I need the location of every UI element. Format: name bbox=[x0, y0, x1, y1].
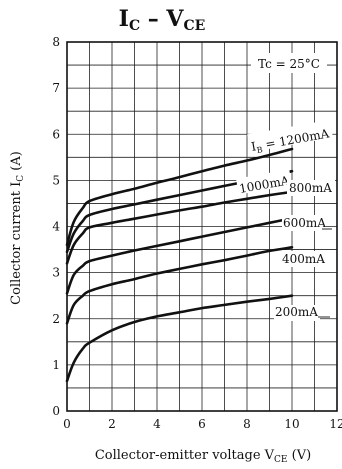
x-tick-label: 4 bbox=[153, 417, 161, 431]
y-label-unit: (A) bbox=[9, 151, 24, 175]
label-bg-400 bbox=[280, 251, 326, 267]
title-sub: C bbox=[129, 18, 140, 34]
y-tick-label: 0 bbox=[52, 404, 60, 418]
label-bg-200 bbox=[274, 305, 320, 321]
y-tick-label: 8 bbox=[52, 35, 60, 49]
title-dash: – V bbox=[140, 6, 184, 32]
curve-label-400: 400mA bbox=[282, 252, 325, 266]
x-tick-label: 0 bbox=[63, 417, 71, 431]
label-bg-600 bbox=[282, 215, 326, 231]
x-label-sub: CE bbox=[274, 455, 287, 465]
y-tick-label: 4 bbox=[52, 220, 60, 234]
x-label-main: Collector-emitter voltage V bbox=[95, 448, 275, 463]
chart-title: IC – VCE bbox=[119, 6, 206, 34]
curve-label-200: 200mA bbox=[275, 305, 318, 319]
annotation-tc: Tc = 25°C bbox=[258, 57, 320, 71]
curve-600ma bbox=[65, 216, 294, 295]
y-tick-label: 6 bbox=[52, 127, 60, 141]
x-tick-label: 10 bbox=[284, 417, 299, 431]
y-tick-label: 3 bbox=[52, 266, 60, 280]
plot-frame bbox=[66, 41, 338, 412]
curve-label-600: 600mA bbox=[283, 216, 326, 230]
curve-400ma bbox=[65, 246, 294, 325]
curve-800ma bbox=[65, 190, 294, 265]
title-sub2: CE bbox=[184, 18, 206, 34]
x-tick-label: 2 bbox=[108, 417, 116, 431]
label-bg-800 bbox=[287, 180, 335, 196]
ib-prefix: I bbox=[250, 139, 257, 154]
curve-label-800: 800mA bbox=[289, 181, 332, 195]
label-bg-1200 bbox=[247, 119, 333, 153]
x-label-unit: (V) bbox=[288, 448, 312, 463]
y-tick-label: 7 bbox=[52, 81, 60, 95]
title-main: I bbox=[119, 6, 129, 32]
y-axis-label: Collector current IC (A) bbox=[9, 151, 26, 305]
x-tick-label: 12 bbox=[329, 417, 342, 431]
curve-labels: IB = 1200mA 1000mA 800mA 600mA 400mA 200… bbox=[236, 119, 335, 321]
curve-i-b-1200ma bbox=[65, 147, 294, 247]
y-tick-label: 1 bbox=[52, 358, 60, 372]
x-axis-label: Collector-emitter voltage VCE (V) bbox=[95, 448, 311, 465]
y-tick-label: 5 bbox=[52, 173, 60, 187]
y-tick-label: 2 bbox=[52, 312, 60, 326]
y-label-sub: C bbox=[16, 175, 26, 182]
label-bg-1000 bbox=[236, 169, 292, 195]
x-tick-label: 6 bbox=[198, 417, 206, 431]
curve-200ma bbox=[65, 294, 294, 383]
y-label-main: Collector current I bbox=[9, 182, 24, 305]
x-tick-label: 8 bbox=[243, 417, 251, 431]
ib-sub: B bbox=[256, 145, 263, 155]
annotation-background bbox=[251, 53, 327, 73]
